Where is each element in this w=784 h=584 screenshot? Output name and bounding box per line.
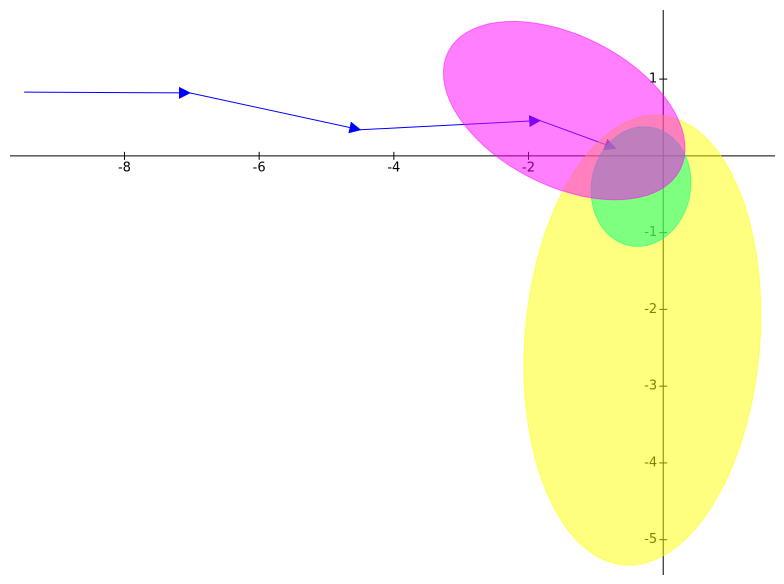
x-tick-label: -8 [118, 160, 131, 175]
arrow [24, 86, 192, 99]
arrow [189, 92, 362, 134]
y-tick-label: 1 [649, 72, 657, 87]
ellipse [523, 114, 762, 566]
ellipse [442, 20, 686, 201]
x-tick-label: -6 [253, 160, 266, 175]
x-tick-label: -4 [387, 160, 400, 175]
